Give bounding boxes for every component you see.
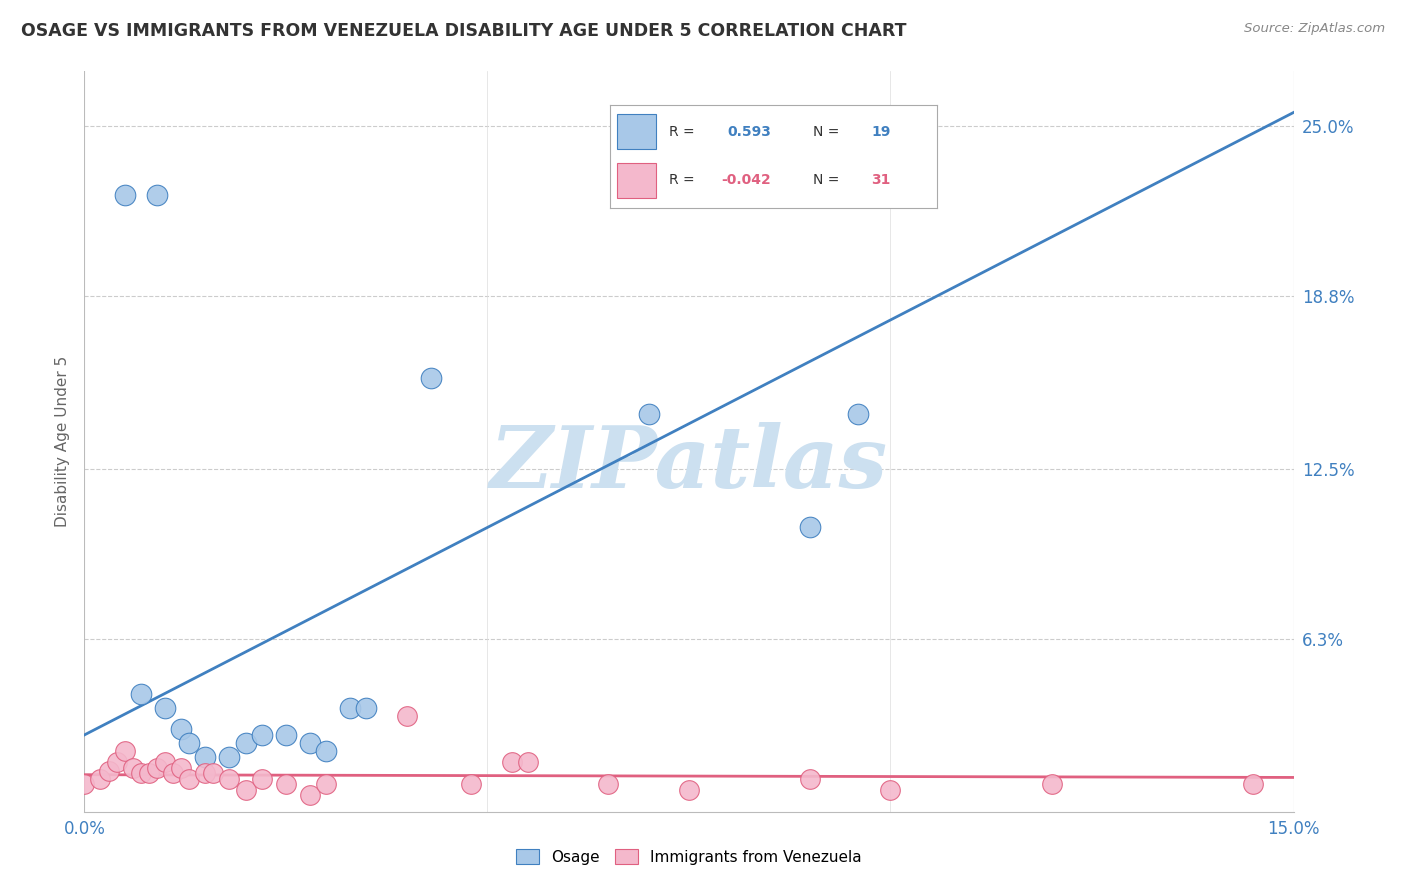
- Point: [146, 187, 169, 202]
- Point: [250, 728, 273, 742]
- Point: [73, 777, 96, 791]
- Point: [235, 782, 257, 797]
- Point: [194, 766, 217, 780]
- Point: [114, 744, 136, 758]
- Point: [274, 777, 297, 791]
- Point: [846, 407, 869, 421]
- Point: [516, 756, 538, 770]
- Point: [598, 777, 620, 791]
- Point: [501, 756, 523, 770]
- Point: [420, 371, 443, 385]
- Point: [315, 744, 337, 758]
- Point: [1241, 777, 1264, 791]
- Point: [129, 766, 152, 780]
- Point: [202, 766, 225, 780]
- Point: [170, 723, 193, 737]
- Point: [339, 700, 361, 714]
- Point: [179, 772, 201, 786]
- Point: [879, 782, 901, 797]
- Point: [162, 766, 184, 780]
- Text: ZIPatlas: ZIPatlas: [489, 422, 889, 506]
- Y-axis label: Disability Age Under 5: Disability Age Under 5: [55, 356, 70, 527]
- Point: [274, 728, 297, 742]
- Point: [97, 764, 120, 778]
- Point: [114, 187, 136, 202]
- Point: [89, 772, 111, 786]
- Text: OSAGE VS IMMIGRANTS FROM VENEZUELA DISABILITY AGE UNDER 5 CORRELATION CHART: OSAGE VS IMMIGRANTS FROM VENEZUELA DISAB…: [21, 22, 907, 40]
- Point: [179, 736, 201, 750]
- Point: [395, 708, 418, 723]
- Point: [315, 777, 337, 791]
- Point: [105, 756, 128, 770]
- Point: [299, 789, 322, 803]
- Point: [356, 700, 378, 714]
- Point: [121, 761, 143, 775]
- Point: [194, 750, 217, 764]
- Point: [637, 407, 659, 421]
- Point: [153, 700, 176, 714]
- Point: [678, 782, 700, 797]
- Point: [218, 750, 240, 764]
- Point: [129, 687, 152, 701]
- Point: [250, 772, 273, 786]
- Point: [799, 519, 821, 533]
- Point: [218, 772, 240, 786]
- Point: [170, 761, 193, 775]
- Point: [799, 772, 821, 786]
- Point: [138, 766, 160, 780]
- Point: [460, 777, 482, 791]
- Point: [235, 736, 257, 750]
- Point: [146, 761, 169, 775]
- Point: [153, 756, 176, 770]
- Legend: Osage, Immigrants from Venezuela: Osage, Immigrants from Venezuela: [510, 843, 868, 871]
- Point: [1040, 777, 1063, 791]
- Text: Source: ZipAtlas.com: Source: ZipAtlas.com: [1244, 22, 1385, 36]
- Point: [299, 736, 322, 750]
